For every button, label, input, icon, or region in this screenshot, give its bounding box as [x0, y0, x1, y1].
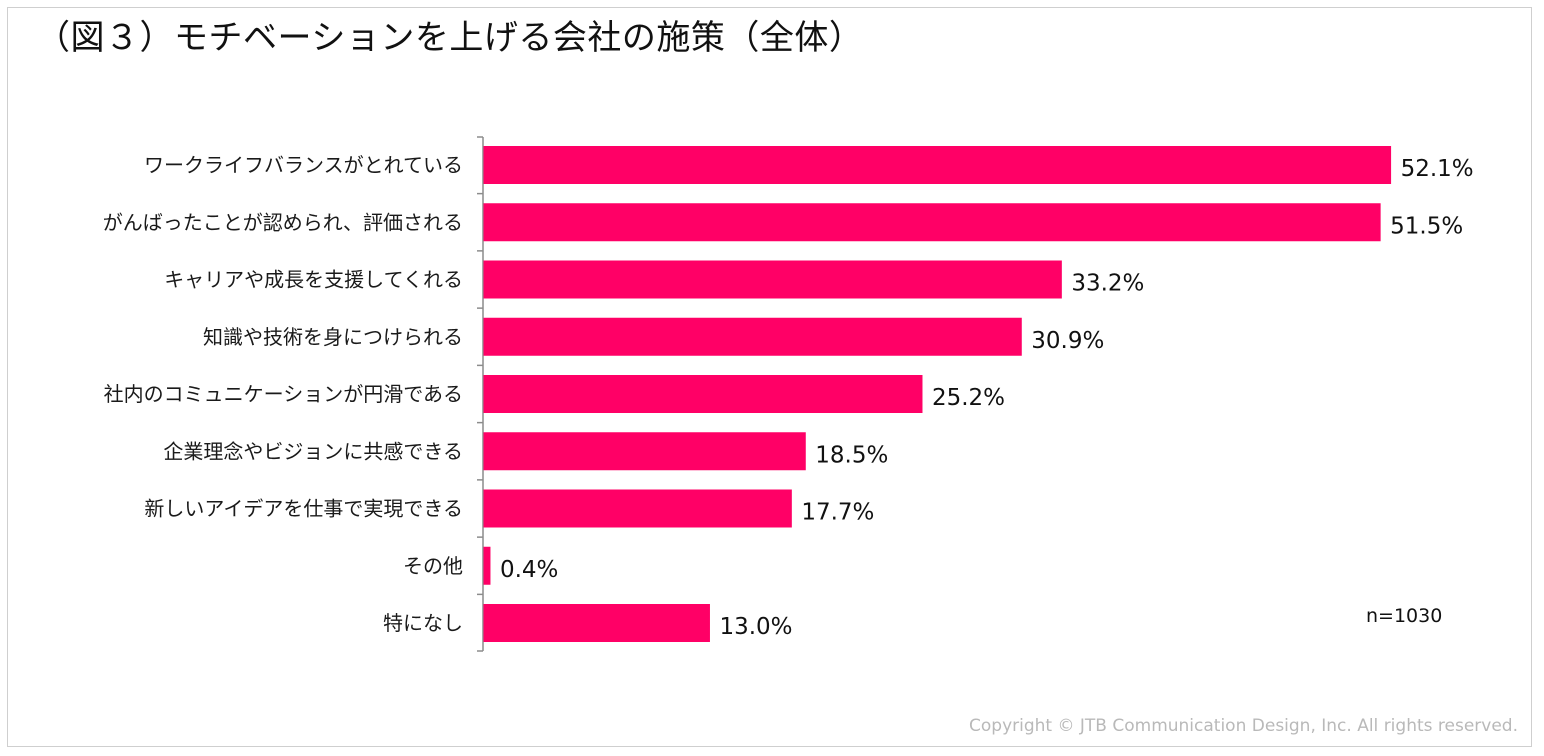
data-label: 18.5% [815, 442, 888, 468]
category-label: 新しいアイデアを仕事で実現できる [144, 497, 463, 521]
data-label: 51.5% [1390, 213, 1463, 239]
bar [483, 489, 792, 528]
bar [483, 146, 1392, 184]
bar [483, 203, 1381, 242]
category-label: その他 [403, 554, 463, 578]
bar [483, 375, 923, 413]
category-label: 特になし [383, 611, 463, 635]
bar [483, 432, 806, 471]
category-label: 知識や技術を身につけられる [203, 325, 463, 349]
sample-size-note: n=1030 [1366, 605, 1443, 627]
data-label: 0.4% [500, 557, 558, 583]
category-label: ワークライフバランスがとれている [144, 153, 463, 177]
category-label: がんばったことが認められ、評価される [103, 210, 463, 234]
data-label: 17.7% [801, 500, 874, 526]
bar [483, 260, 1062, 299]
bar [483, 546, 491, 585]
chart-title: （図３）モチベーションを上げる会社の施策（全体） [36, 18, 864, 58]
bar [483, 604, 710, 642]
data-label: 52.1% [1401, 156, 1474, 182]
category-label: 社内のコミュニケーションが円滑である [104, 382, 463, 406]
copyright-text: Copyright © JTB Communication Design, In… [969, 716, 1518, 736]
data-label: 25.2% [932, 385, 1005, 411]
data-label: 33.2% [1071, 271, 1144, 297]
category-label: 企業理念やビジョンに共感できる [163, 439, 463, 463]
category-label: キャリアや成長を支援してくれる [164, 268, 463, 292]
data-label: 13.0% [719, 614, 792, 640]
data-label: 30.9% [1031, 328, 1104, 354]
bar [483, 317, 1022, 356]
